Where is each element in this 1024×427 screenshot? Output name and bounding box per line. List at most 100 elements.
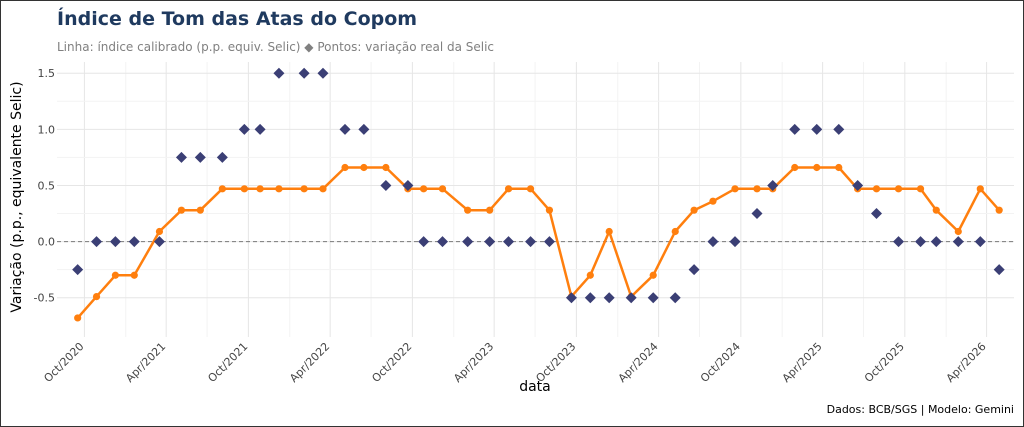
selic-change-point [91,236,103,248]
calibrated-index-point [690,206,698,214]
selic-change-point [380,179,392,191]
calibrated-index-point [486,206,494,214]
selic-change-point [669,292,681,304]
x-tick-label: Oct/2024 [698,340,743,385]
selic-change-point [317,67,329,79]
x-tick-label: Apr/2025 [780,340,825,385]
calibrated-index-point [835,163,843,172]
calibrated-index-point [932,206,940,214]
calibrated-index-point [813,163,821,172]
calibrated-index-point [256,185,264,193]
chart-subtitle: Linha: índice calibrado (p.p. equiv. Sel… [57,40,495,54]
y-tick-label: 1.0 [38,123,56,136]
calibrated-index-point [791,163,799,172]
calibrated-index-point [464,206,472,214]
y-tick-label: 0.0 [38,236,56,249]
selic-change-point [402,179,414,191]
calibrated-index-point [526,185,535,193]
calibrated-index-point [382,163,390,172]
selic-change-point [503,236,515,248]
calibrated-index-point [872,185,881,193]
data-source-caption: Dados: BCB/SGS | Modelo: Gemini [826,403,1014,416]
calibrated-index-point [155,227,164,236]
selic-change-point [852,179,864,191]
calibrated-index-point [218,185,226,193]
calibrated-index-point [275,185,283,193]
x-tick-label: Oct/2020 [41,340,86,385]
calibrated-index-series [74,163,1003,322]
selic-change-point [238,123,250,135]
calibrated-index-point [504,185,513,193]
selic-change-series [72,67,1005,304]
selic-change-point [647,292,659,304]
selic-change-point [811,123,823,135]
calibrated-index-point [130,271,138,279]
selic-change-point [688,264,700,276]
calibrated-index-point [360,163,368,172]
selic-change-point [729,236,741,248]
selic-change-point [153,236,165,248]
calibrated-index-point [731,185,739,193]
x-tick-label: Oct/2025 [862,340,907,385]
y-tick-label: 0.5 [38,179,56,192]
x-tick-label: Oct/2021 [205,340,250,385]
y-axis-title: Variação (p.p., equivalente Selic) [9,81,25,312]
selic-change-point [584,292,596,304]
calibrated-index-point [196,206,204,214]
calibrated-index-point [420,185,428,193]
calibrated-index-point [894,185,903,193]
calibrated-index-point [111,271,120,279]
x-tick-label: Apr/2022 [287,340,332,385]
calibrated-index-point [586,271,594,279]
selic-change-point [871,208,883,220]
calibrated-index-point [74,314,82,322]
calibrated-index-point [319,185,327,193]
selic-change-point [418,236,430,248]
selic-change-point [789,123,801,135]
calibrated-index-point [300,185,308,193]
selic-change-point [915,236,927,248]
selic-change-point [707,236,719,248]
calibrated-index-point [545,206,554,214]
y-tick-label: -0.5 [34,292,55,305]
calibrated-index-point [240,185,248,193]
selic-change-point [194,151,206,163]
x-tick-label: Apr/2024 [616,340,661,385]
calibrated-index-point [976,185,984,193]
x-axis-ticks: Oct/2020 Apr/2021 Oct/2021 Apr/2022 Oct/2022… [41,340,988,385]
selic-change-point [109,236,121,248]
selic-change-point [484,236,496,248]
selic-change-point [339,123,351,135]
x-axis-title: data [519,379,551,395]
selic-change-point [767,179,779,191]
x-tick-label: Apr/2021 [123,340,168,385]
selic-change-point [128,236,140,248]
selic-change-point [625,292,637,304]
calibrated-index-point [438,185,447,193]
selic-change-point [254,123,266,135]
selic-change-point [603,292,615,304]
selic-change-point [358,123,370,135]
selic-change-point [833,123,845,135]
selic-change-point [525,236,537,248]
chart-title: Índice de Tom das Atas do Copom [57,8,418,30]
selic-change-point [175,151,187,163]
selic-change-point [72,264,84,276]
selic-change-point [543,236,555,248]
selic-change-point [952,236,964,248]
calibrated-index-point [649,271,657,279]
calibrated-index-point [92,292,101,301]
calibrated-index-point [753,185,761,193]
selic-change-point [436,236,448,248]
selic-change-point [216,151,228,163]
selic-change-point [993,264,1005,276]
selic-change-point [751,208,763,220]
calibrated-index-point [605,227,613,236]
x-tick-label: Oct/2022 [369,340,414,385]
x-tick-label: Apr/2026 [944,340,989,385]
selic-change-point [298,67,310,79]
calibrated-index-point [916,185,925,193]
selic-change-point [565,292,577,304]
grid-lines [57,62,1014,337]
